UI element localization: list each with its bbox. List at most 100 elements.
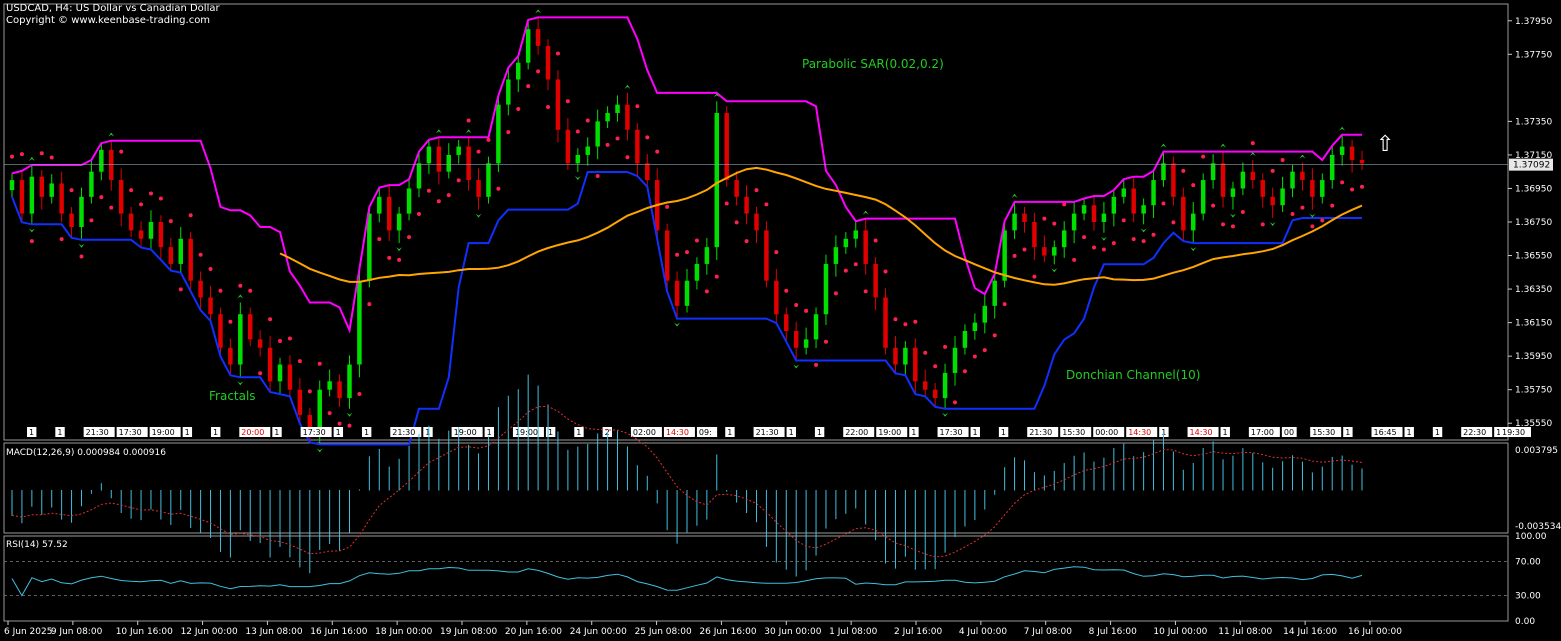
parabolic-sar-dot bbox=[1280, 157, 1285, 162]
fractal-up-icon bbox=[1220, 143, 1227, 148]
parabolic-sar-dot bbox=[307, 389, 312, 394]
parabolic-sar-dot bbox=[1230, 224, 1235, 229]
parabolic-sar-dot bbox=[178, 287, 183, 292]
parabolic-sar-dot bbox=[10, 154, 14, 159]
session-marker-box bbox=[630, 427, 662, 437]
parabolic-sar-label: Parabolic SAR(0.02,0.2) bbox=[802, 57, 944, 71]
parabolic-sar-dot bbox=[814, 362, 819, 367]
candle-body bbox=[1260, 180, 1265, 197]
candle-body bbox=[545, 45, 551, 80]
session-marker-label: 17:30 bbox=[940, 428, 963, 437]
fractal-down-icon bbox=[1100, 236, 1107, 241]
session-marker-box bbox=[545, 427, 556, 437]
candle-body bbox=[704, 247, 710, 264]
rsi-line bbox=[11, 566, 1363, 597]
candle-body bbox=[486, 163, 491, 197]
session-marker-box bbox=[1343, 427, 1353, 437]
candle-body bbox=[982, 305, 988, 323]
parabolic-sar-dot bbox=[1330, 203, 1335, 208]
session-marker-label: 21:30 bbox=[1029, 428, 1052, 437]
candle-body bbox=[1091, 205, 1097, 222]
donchian-lower-line bbox=[11, 171, 1362, 446]
price-y-tick-label: 1.37750 bbox=[1515, 50, 1552, 60]
fractal-down-icon bbox=[346, 412, 353, 417]
parabolic-sar-dot bbox=[407, 235, 412, 240]
candle-body bbox=[386, 196, 392, 231]
session-marker-box bbox=[1281, 427, 1297, 437]
parabolic-sar-dot bbox=[893, 317, 898, 322]
candle-body bbox=[1250, 171, 1256, 181]
fractals-label: Fractals bbox=[209, 389, 256, 403]
fractal-down-icon bbox=[674, 322, 681, 327]
candle-body bbox=[1032, 222, 1037, 248]
price-y-tick-label: 1.36750 bbox=[1515, 218, 1552, 228]
rsi-y-tick-label: 30.00 bbox=[1515, 592, 1541, 602]
fractal-up-icon bbox=[1160, 143, 1167, 148]
candle-body bbox=[1111, 196, 1117, 214]
parabolic-sar-dot bbox=[1012, 253, 1017, 258]
candle-body bbox=[357, 280, 362, 365]
session-marker-box bbox=[1310, 427, 1342, 437]
parabolic-sar-dot bbox=[943, 344, 948, 349]
candle-body bbox=[367, 213, 372, 281]
parabolic-sar-dot bbox=[287, 336, 292, 341]
parabolic-sar-dot bbox=[1131, 237, 1136, 242]
session-marker-box bbox=[149, 427, 181, 437]
parabolic-sar-dot bbox=[1121, 218, 1126, 223]
fractal-down-icon bbox=[316, 448, 323, 453]
parabolic-sar-dot bbox=[555, 51, 560, 56]
parabolic-sar-dot bbox=[585, 118, 590, 123]
session-marker-box bbox=[484, 427, 495, 437]
fractal-up-icon bbox=[237, 294, 244, 299]
parabolic-sar-dot bbox=[1072, 257, 1077, 262]
fractal-up-icon bbox=[1299, 154, 1306, 159]
candle-body bbox=[148, 222, 154, 239]
candle-body bbox=[208, 297, 213, 315]
parabolic-sar-dot bbox=[168, 219, 173, 224]
fractal-up-icon bbox=[535, 9, 542, 14]
session-marker-label: 1 bbox=[1496, 428, 1501, 437]
up-arrow-icon[interactable]: ⇧ bbox=[1376, 132, 1395, 157]
candle-body bbox=[724, 113, 729, 181]
price-y-tick-label: 1.36350 bbox=[1515, 285, 1552, 295]
x-axis-label: 19 Jun 08:00 bbox=[440, 627, 497, 637]
candle-body bbox=[1349, 146, 1355, 160]
session-marker-box bbox=[333, 427, 344, 437]
parabolic-sar-dot bbox=[1340, 180, 1345, 185]
parabolic-sar-dot bbox=[109, 205, 114, 210]
x-axis-label: 9 Jun 08:00 bbox=[51, 627, 103, 637]
session-marker-label: 21:30 bbox=[392, 428, 415, 437]
candle-body bbox=[793, 331, 799, 348]
candle-body bbox=[99, 149, 104, 172]
candle-body bbox=[1230, 188, 1236, 197]
candle-body bbox=[49, 183, 54, 197]
x-axis-label: 24 Jun 00:00 bbox=[570, 627, 627, 637]
parabolic-sar-dot bbox=[804, 308, 809, 313]
candle-body bbox=[436, 146, 442, 172]
parabolic-sar-dot bbox=[843, 268, 848, 273]
parabolic-sar-dot bbox=[1310, 224, 1315, 229]
fractal-up-icon bbox=[108, 132, 115, 137]
parabolic-sar-dot bbox=[317, 361, 322, 366]
fractal-down-icon bbox=[1190, 247, 1197, 252]
candle-body bbox=[1042, 247, 1047, 256]
session-marker-label: 1 bbox=[576, 428, 581, 437]
session-marker-box bbox=[1500, 427, 1531, 437]
candle-body bbox=[525, 29, 531, 63]
parabolic-sar-dot bbox=[69, 188, 74, 193]
session-marker-label: 21:30 bbox=[756, 428, 779, 437]
parabolic-sar-dot bbox=[1260, 222, 1265, 227]
parabolic-sar-dot bbox=[615, 136, 620, 141]
parabolic-sar-dot bbox=[377, 237, 382, 242]
session-marker-box bbox=[909, 427, 919, 437]
parabolic-sar-dot bbox=[1350, 187, 1355, 192]
session-marker-box bbox=[116, 427, 148, 437]
parabolic-sar-dot bbox=[99, 195, 104, 200]
candle-body bbox=[734, 180, 739, 197]
fractal-up-icon bbox=[1339, 126, 1346, 131]
candle-body bbox=[714, 113, 720, 248]
session-marker-label: 19:00 bbox=[152, 428, 175, 437]
parabolic-sar-dot bbox=[1082, 235, 1087, 240]
parabolic-sar-dot bbox=[268, 317, 273, 322]
